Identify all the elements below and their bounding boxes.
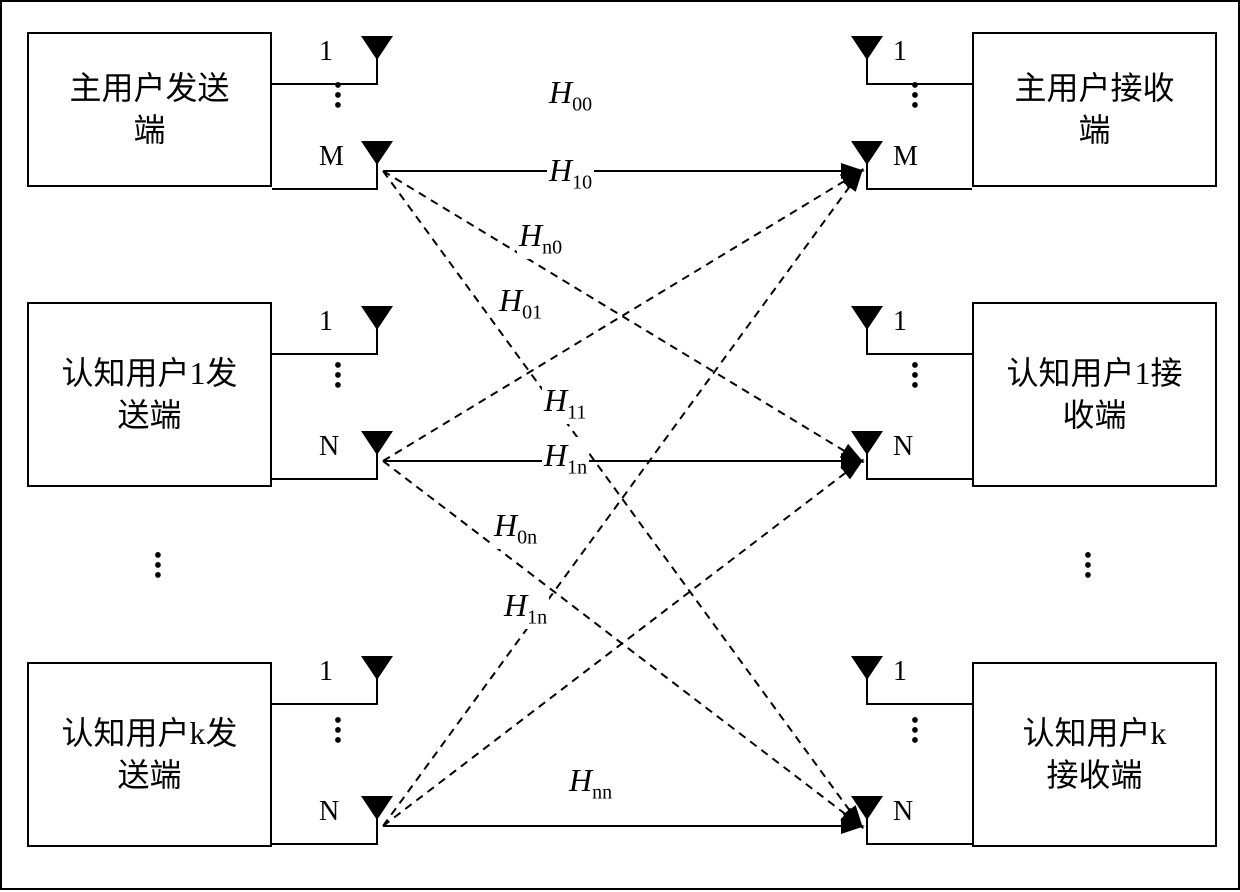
antenna-label-rx_primary_bot: M xyxy=(893,141,918,173)
edge-2 xyxy=(383,171,861,826)
node-rx_cogk: 认知用户k接收端 xyxy=(972,662,1217,847)
antenna-tx_primary_bot xyxy=(357,137,397,177)
antenna-rx_cogk_bot xyxy=(847,792,887,832)
antenna-vdots-4: ••• xyxy=(909,362,921,392)
edge-label-1: H01 xyxy=(497,282,544,324)
antenna-label-rx_cogk_bot: N xyxy=(893,796,913,828)
edge-label-8: Hnn xyxy=(567,762,614,804)
antenna-rx_cog1_bot xyxy=(847,427,887,467)
antenna-vdots-1: ••• xyxy=(332,362,344,392)
antenna-rx_cog1_top xyxy=(847,302,887,342)
antenna-label-rx_primary_top: 1 xyxy=(893,36,907,68)
node-tx_primary: 主用户发送端 xyxy=(27,32,272,187)
antenna-rx_primary_bot xyxy=(847,137,887,177)
edge-7 xyxy=(383,461,861,826)
antenna-tx_cogk_top xyxy=(357,652,397,692)
edge-1 xyxy=(383,171,861,461)
antenna-label-tx_cogk_bot: N xyxy=(319,796,339,828)
antenna-rx_primary_top xyxy=(847,32,887,72)
group-vdots-0: ••• xyxy=(152,552,164,582)
edge-label-0: H00 xyxy=(547,74,594,116)
edge-3 xyxy=(383,171,861,461)
antenna-label-rx_cogk_top: 1 xyxy=(893,656,907,688)
edge-label-5: H1n xyxy=(542,437,589,479)
antenna-tx_cog1_bot xyxy=(357,427,397,467)
antenna-rx_cogk_top xyxy=(847,652,887,692)
antenna-tx_cogk_bot xyxy=(357,792,397,832)
edge-label-4: H11 xyxy=(542,382,588,424)
antenna-label-tx_primary_bot: M xyxy=(319,141,344,173)
edge-label-7: H1n xyxy=(502,587,549,629)
antenna-label-tx_cog1_top: 1 xyxy=(319,306,333,338)
node-tx_cog1: 认知用户1发送端 xyxy=(27,302,272,487)
node-tx_cogk: 认知用户k发送端 xyxy=(27,662,272,847)
antenna-vdots-3: ••• xyxy=(909,82,921,112)
antenna-vdots-0: ••• xyxy=(332,82,344,112)
antenna-label-tx_primary_top: 1 xyxy=(319,36,333,68)
antenna-vdots-2: ••• xyxy=(332,717,344,747)
group-vdots-1: ••• xyxy=(1082,552,1094,582)
antenna-label-rx_cog1_bot: N xyxy=(893,431,913,463)
antenna-label-tx_cog1_bot: N xyxy=(319,431,339,463)
edge-label-3: H10 xyxy=(547,152,594,194)
antenna-vdots-5: ••• xyxy=(909,717,921,747)
node-rx_primary: 主用户接收端 xyxy=(972,32,1217,187)
node-rx_cog1: 认知用户1接收端 xyxy=(972,302,1217,487)
edge-label-2: H0n xyxy=(492,507,539,549)
antenna-tx_primary_top xyxy=(357,32,397,72)
edge-6 xyxy=(383,171,861,826)
antenna-label-rx_cog1_top: 1 xyxy=(893,306,907,338)
antenna-tx_cog1_top xyxy=(357,302,397,342)
edge-5 xyxy=(383,461,861,826)
antenna-label-tx_cogk_top: 1 xyxy=(319,656,333,688)
diagram-canvas: 主用户发送端认知用户1发送端认知用户k发送端 主用户接收端认知用户1接收端认知用户… xyxy=(0,0,1240,890)
edge-label-6: Hn0 xyxy=(517,217,564,259)
